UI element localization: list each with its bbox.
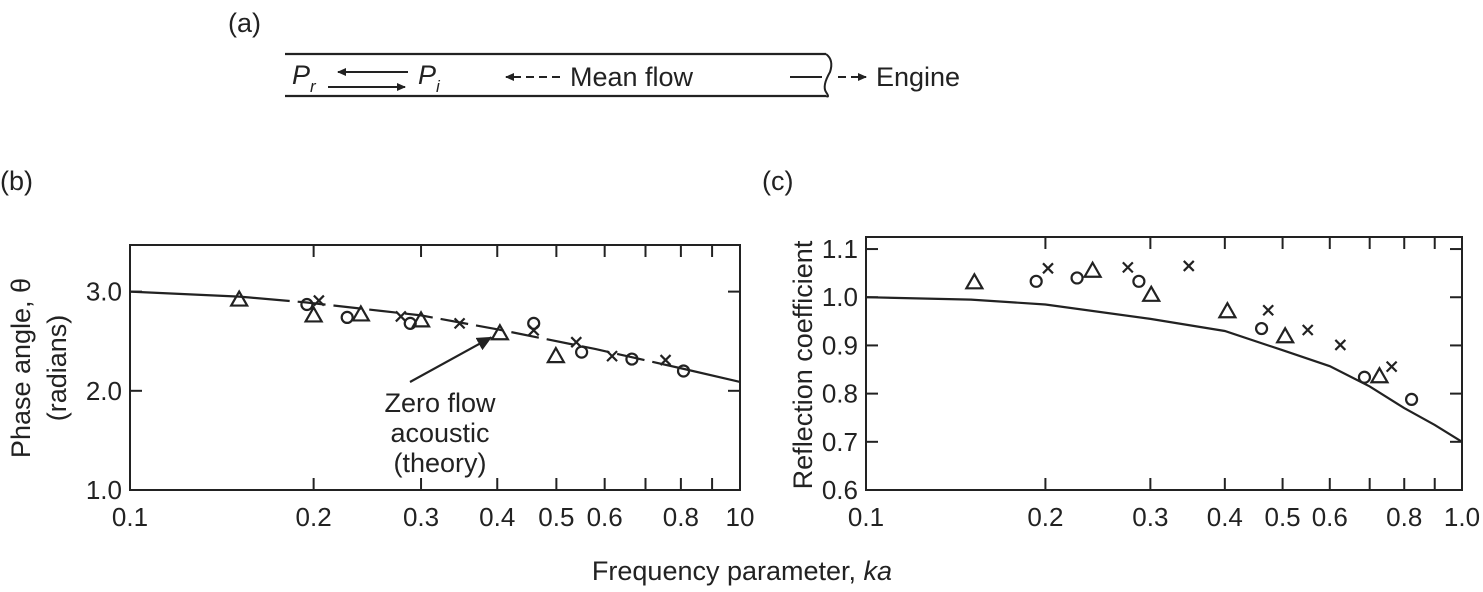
data-point-circle	[1254, 321, 1269, 336]
data-point-cross	[1385, 360, 1398, 373]
data-point-circle	[575, 345, 589, 359]
data-point-cross	[453, 317, 466, 330]
panel-a: (a) Engine Pr Pi Mean flow	[228, 8, 960, 98]
data-point-triangle	[1275, 326, 1296, 344]
data-point-cross	[1301, 324, 1314, 336]
panel-c-label: (c)	[762, 166, 793, 196]
engine-label: Engine	[876, 62, 960, 92]
y-tick-label: 2.0	[86, 376, 122, 406]
x-tick-label: 0.8	[1386, 502, 1422, 532]
data-point-circle	[676, 364, 691, 378]
y-tick-label: 0.7	[822, 427, 858, 457]
annotation-line: acoustic	[390, 418, 489, 448]
data-point-circle	[1070, 271, 1084, 285]
data-point-triangle	[545, 345, 566, 364]
x-tick-label: 0.4	[479, 502, 515, 532]
x-tick-label: 0.6	[587, 502, 623, 532]
plot-frame	[865, 236, 1463, 491]
data-point-triangle	[350, 304, 371, 322]
panel-b-ylabel: Phase angle, θ	[6, 278, 36, 458]
x-tick-label: 0.4	[1207, 502, 1243, 532]
data-point-cross	[659, 354, 672, 366]
data-point-triangle	[964, 272, 985, 290]
x-tick-label: 0.8	[663, 502, 699, 532]
data-point-circle	[1357, 370, 1372, 384]
p-i-label: Pi	[418, 60, 441, 96]
pipe-break-icon	[823, 53, 833, 98]
data-point-circle	[1404, 392, 1419, 407]
annotation-arrow-icon	[409, 336, 493, 383]
data-point-triangle	[411, 310, 431, 328]
panel-b-ylabel-units: (radians)	[42, 315, 72, 422]
x-tick-label: 0.1	[848, 502, 884, 532]
annotation-line: Zero flow	[384, 388, 496, 418]
panel-c-chart: 0.1 0.2 0.3 0.4 0.5 0.6 0.8 1.0 0.6 0.7 0.8 0.9 1.0 1…	[822, 234, 1480, 532]
x-tick-label: 1.0	[1444, 502, 1480, 532]
x-tick-label: 0.5	[1265, 502, 1301, 532]
data-point-triangle	[303, 305, 324, 323]
x-tick-label: 0.2	[1027, 502, 1063, 532]
data-point-circle	[1132, 274, 1146, 288]
x-tick-label: 0.1	[112, 502, 148, 532]
panel-c-ylabel: Reflection coefficient	[788, 240, 818, 489]
data-point-circle	[403, 316, 417, 330]
p-r-label: Pr	[292, 60, 317, 96]
panel-a-label: (a)	[228, 8, 261, 38]
data-point-cross	[606, 350, 618, 362]
x-tick-label: 0.2	[296, 502, 332, 532]
y-tick-label: 3.0	[86, 277, 122, 307]
x-tick-label: 0.5	[538, 502, 574, 532]
data-point-triangle	[229, 289, 250, 307]
data-point-cross	[1334, 339, 1347, 351]
data-point-circle	[300, 297, 314, 312]
data-point-cross	[1262, 304, 1274, 317]
shared-xlabel: Frequency parameter, ka	[592, 556, 892, 586]
data-point-cross	[1042, 262, 1054, 275]
mean-flow-label: Mean flow	[570, 62, 694, 92]
panel-b-label: (b)	[0, 166, 33, 196]
y-tick-label: 0.8	[822, 379, 858, 409]
pipe-diagram: Engine Pr Pi Mean flow	[285, 52, 960, 98]
y-tick-label: 0.9	[822, 330, 858, 360]
data-point-cross	[570, 336, 583, 348]
annotation-line: (theory)	[393, 448, 486, 478]
data-point-triangle	[1369, 366, 1390, 384]
y-tick-label: 1.1	[822, 234, 858, 264]
data-point-triangle	[489, 323, 510, 341]
data-point-circle	[340, 310, 354, 325]
data-point-cross	[313, 294, 325, 307]
data-point-triangle	[1141, 284, 1162, 302]
data-point-triangle	[1217, 300, 1238, 319]
y-tick-label: 0.6	[822, 475, 858, 505]
data-point-triangle	[1082, 260, 1103, 278]
data-point-circle	[1029, 274, 1043, 288]
x-tick-label: 0.3	[403, 502, 439, 532]
y-tick-label: 1.0	[86, 475, 122, 505]
x-tick-label: 10	[726, 502, 755, 532]
data-point-cross	[395, 310, 407, 323]
data-point-cross	[527, 324, 540, 337]
x-tick-label: 0.3	[1132, 502, 1168, 532]
data-point-cross	[1183, 260, 1195, 272]
plot-frame	[129, 244, 741, 491]
data-point-circle	[625, 352, 639, 366]
theory-curve	[865, 296, 1463, 443]
x-tick-label: 0.6	[1312, 502, 1348, 532]
data-point-cross	[1122, 261, 1134, 274]
panel-b-chart: 0.1 0.2 0.3 0.4 0.5 0.6 0.8 10 1.0 2.0 3.0 Zero flo…	[86, 244, 755, 532]
y-tick-label: 1.0	[822, 282, 858, 312]
